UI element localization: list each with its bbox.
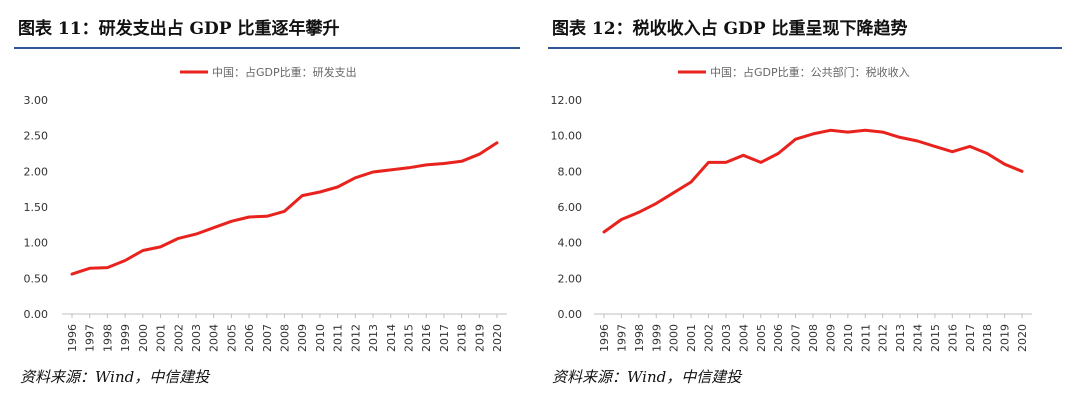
y-tick-label: 0.00: [558, 308, 583, 321]
x-tick-label: 1996: [598, 324, 611, 352]
y-tick-label: 2.50: [24, 130, 49, 143]
x-tick-label: 2019: [999, 324, 1012, 352]
x-tick-label: 2003: [190, 324, 203, 352]
x-tick-label: 1999: [119, 324, 132, 352]
x-tick-label: 1998: [101, 324, 114, 352]
x-tick-label: 2010: [314, 324, 327, 352]
x-tick-label: 2006: [243, 324, 256, 352]
legend-label: 中国：占GDP比重：公共部门：税收收入: [710, 65, 910, 79]
y-tick-label: 1.50: [24, 201, 49, 214]
x-tick-label: 2008: [279, 324, 292, 352]
chart-panel-left: 图表 11：研发支出占 GDP 比重逐年攀升 中国：占GDP比重：研发支出 0.0…: [0, 0, 520, 406]
source-note: 资料来源：Wind，中信建投: [552, 368, 742, 386]
y-tick-label: 8.00: [558, 165, 583, 178]
x-tick-label: 2017: [438, 324, 451, 352]
x-tick-label: 2012: [349, 324, 362, 352]
figure-title: 图表 12：税收收入占 GDP 比重呈现下降趋势: [552, 19, 908, 39]
x-tick-label: 2015: [929, 324, 942, 352]
x-tick-label: 2011: [332, 324, 345, 352]
y-tick-label: 12.00: [551, 94, 583, 107]
x-tick-label: 2015: [402, 324, 415, 352]
x-tick-label: 1997: [84, 324, 97, 352]
x-tick-label: 2007: [261, 324, 274, 352]
x-tick-label: 2001: [155, 324, 168, 352]
x-tick-label: 2001: [685, 324, 698, 352]
chart-panel-right: 图表 12：税收收入占 GDP 比重呈现下降趋势 中国：占GDP比重：公共部门：…: [548, 0, 1080, 406]
x-tick-label: 2000: [668, 324, 681, 352]
y-tick-label: 6.00: [558, 201, 583, 214]
x-tick-label: 2014: [385, 324, 398, 352]
x-tick-label: 2002: [703, 324, 716, 352]
x-tick-label: 2011: [859, 324, 872, 352]
source-note: 资料来源：Wind，中信建投: [20, 368, 210, 386]
x-tick-label: 2013: [894, 324, 907, 352]
x-tick-label: 2008: [807, 324, 820, 352]
x-tick-label: 1999: [650, 324, 663, 352]
x-tick-label: 2012: [877, 324, 890, 352]
tax-revenue-line-chart: 中国：占GDP比重：公共部门：税收收入 0.00 2.00 4.00 6.00 8.00 1…: [551, 65, 1032, 352]
y-tick-label: 1.00: [24, 237, 49, 250]
x-tick-label: 2019: [473, 324, 486, 352]
x-tick-label: 2009: [296, 324, 309, 352]
x-tick-label: 2007: [790, 324, 803, 352]
x-tick-label: 2006: [772, 324, 785, 352]
y-tick-label: 0.00: [24, 308, 49, 321]
x-tick-label: 2010: [842, 324, 855, 352]
x-tick-label: 2002: [172, 324, 185, 352]
x-tick-label: 2014: [912, 324, 925, 352]
x-tick-label: 1998: [633, 324, 646, 352]
x-tick-label: 2009: [824, 324, 837, 352]
x-tick-label: 2018: [456, 324, 469, 352]
legend-label: 中国：占GDP比重：研发支出: [212, 65, 357, 79]
y-tick-label: 10.00: [551, 130, 583, 143]
x-tick-label: 2004: [737, 324, 750, 352]
x-tick-label: 2004: [208, 324, 221, 352]
y-tick-label: 2.00: [558, 272, 583, 285]
x-tick-label: 2005: [755, 324, 768, 352]
title-divider: [14, 47, 520, 49]
x-tick-label: 2016: [420, 324, 433, 352]
series-line: [602, 128, 1024, 234]
x-tick-label: 1996: [66, 324, 79, 352]
x-tick-label: 2003: [720, 324, 733, 352]
figure-title: 图表 11：研发支出占 GDP 比重逐年攀升: [18, 19, 340, 39]
x-tick-label: 2005: [225, 324, 238, 352]
title-divider: [548, 47, 1062, 49]
x-tick-label: 2020: [491, 324, 504, 352]
x-tick-label: 1997: [615, 324, 628, 352]
x-tick-label: 2013: [367, 324, 380, 352]
y-tick-label: 4.00: [558, 237, 583, 250]
y-tick-label: 2.00: [24, 165, 49, 178]
y-tick-label: 0.50: [24, 272, 49, 285]
x-tick-label: 2020: [1016, 324, 1029, 352]
x-tick-label: 2000: [137, 324, 150, 352]
x-tick-label: 2017: [964, 324, 977, 352]
x-tick-label: 2018: [981, 324, 994, 352]
series-line: [70, 141, 499, 276]
x-tick-label: 2016: [946, 324, 959, 352]
y-tick-label: 3.00: [24, 94, 49, 107]
rd-spending-line-chart: 中国：占GDP比重：研发支出 0.00 0.50 1.00 1.50 2.00 2.50 3.…: [24, 65, 507, 352]
